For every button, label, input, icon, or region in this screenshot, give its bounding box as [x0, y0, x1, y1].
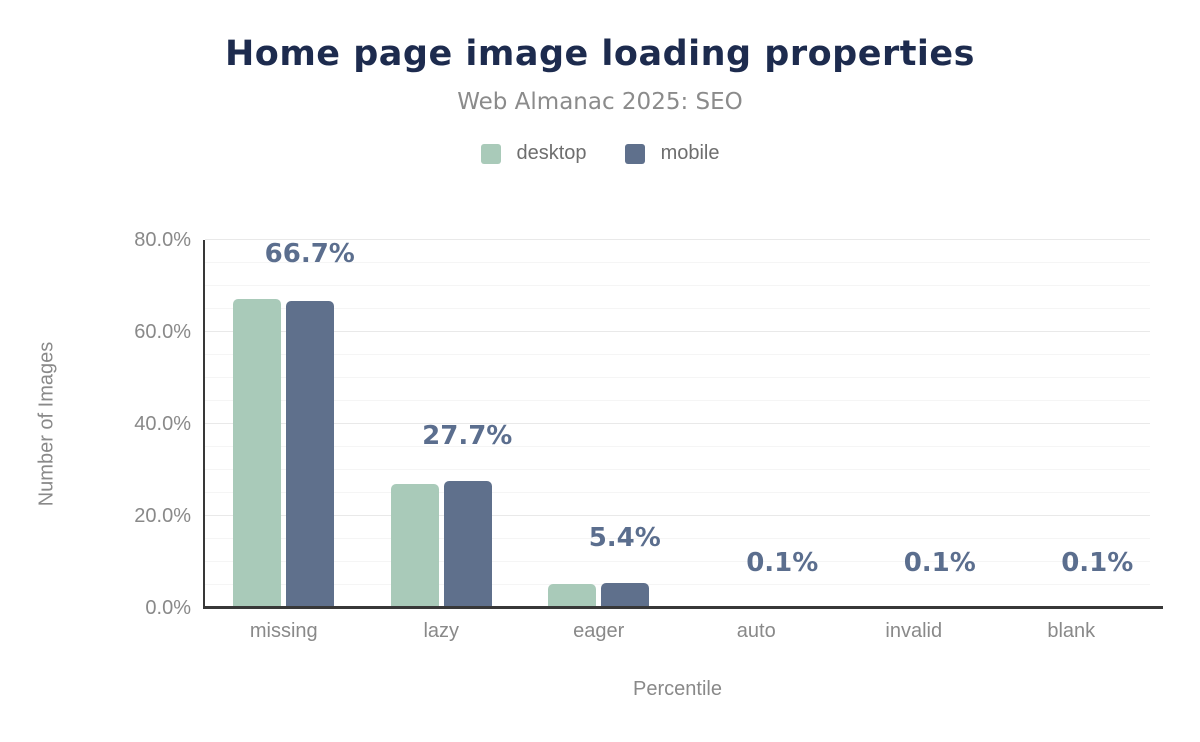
x-tick-label: auto — [736, 620, 776, 642]
x-tick-labels: missing lazy eager auto invalid blank — [205, 620, 1150, 643]
gridline-major — [205, 515, 1150, 516]
bar-mobile — [286, 301, 335, 608]
gridline-minor — [205, 446, 1150, 447]
legend-label-mobile: mobile — [660, 142, 720, 164]
bar-mobile — [601, 583, 650, 608]
legend: desktop mobile — [0, 142, 1200, 165]
gridline-major — [205, 239, 1150, 240]
bar-desktop — [390, 483, 439, 608]
plot-area: 66.7% 27.7% 5.4% 0.1% 0.1% 0.1% — [205, 239, 1150, 608]
data-label: 27.7% — [422, 420, 513, 451]
category-group-auto: 0.1% — [678, 240, 836, 608]
bar-desktop — [548, 583, 597, 608]
category-group-invalid: 0.1% — [835, 240, 993, 608]
chart-subtitle: Web Almanac 2025: SEO — [457, 89, 743, 115]
gridline-minor — [205, 469, 1150, 470]
y-tick-labels: 0.0% 20.0% 40.0% 60.0% 80.0% — [0, 230, 191, 618]
x-tick-label: blank — [1047, 620, 1096, 642]
y-tick-label: 80.0% — [134, 229, 191, 251]
gridline-minor — [205, 561, 1150, 562]
chart-title: Home page image loading properties — [224, 34, 976, 74]
gridline-major — [205, 423, 1150, 424]
gridline-major — [205, 331, 1150, 332]
bars-layer: 66.7% 27.7% 5.4% 0.1% 0.1% 0.1% — [205, 240, 1150, 608]
legend-label-desktop: desktop — [516, 142, 587, 164]
y-tick-label: 0.0% — [145, 597, 191, 619]
y-tick-label: 20.0% — [134, 505, 191, 527]
data-label: 0.1% — [903, 547, 976, 578]
gridline-minor — [205, 377, 1150, 378]
gridline-minor — [205, 354, 1150, 355]
x-tick-label: eager — [573, 620, 625, 642]
x-axis-title: Percentile — [633, 678, 722, 700]
gridline-minor — [205, 285, 1150, 286]
mobile-swatch-icon — [624, 143, 645, 164]
legend-item-mobile[interactable]: mobile — [624, 142, 720, 165]
data-label: 66.7% — [264, 238, 355, 269]
gridline-minor — [205, 308, 1150, 309]
x-tick-label: invalid — [885, 620, 943, 642]
bar-mobile — [443, 480, 492, 608]
desktop-swatch-icon — [480, 143, 501, 164]
data-label: 5.4% — [588, 523, 661, 554]
gridline-minor — [205, 584, 1150, 585]
category-group-lazy: 27.7% — [363, 240, 521, 608]
gridline-minor — [205, 492, 1150, 493]
category-group-missing: 66.7% — [205, 240, 363, 608]
legend-item-desktop[interactable]: desktop — [480, 142, 587, 165]
x-axis-line — [203, 606, 1163, 609]
bar-desktop — [233, 298, 282, 608]
data-label: 0.1% — [746, 547, 819, 578]
data-label: 0.1% — [1061, 547, 1134, 578]
gridline-minor — [205, 538, 1150, 539]
x-tick-label: lazy — [423, 620, 460, 642]
y-axis-line — [203, 240, 205, 608]
x-tick-label: missing — [249, 620, 318, 642]
gridline-minor — [205, 262, 1150, 263]
category-group-blank: 0.1% — [993, 240, 1151, 608]
gridline-minor — [205, 400, 1150, 401]
y-tick-label: 40.0% — [134, 413, 191, 435]
y-tick-label: 60.0% — [134, 321, 191, 343]
category-group-eager: 5.4% — [520, 240, 678, 608]
